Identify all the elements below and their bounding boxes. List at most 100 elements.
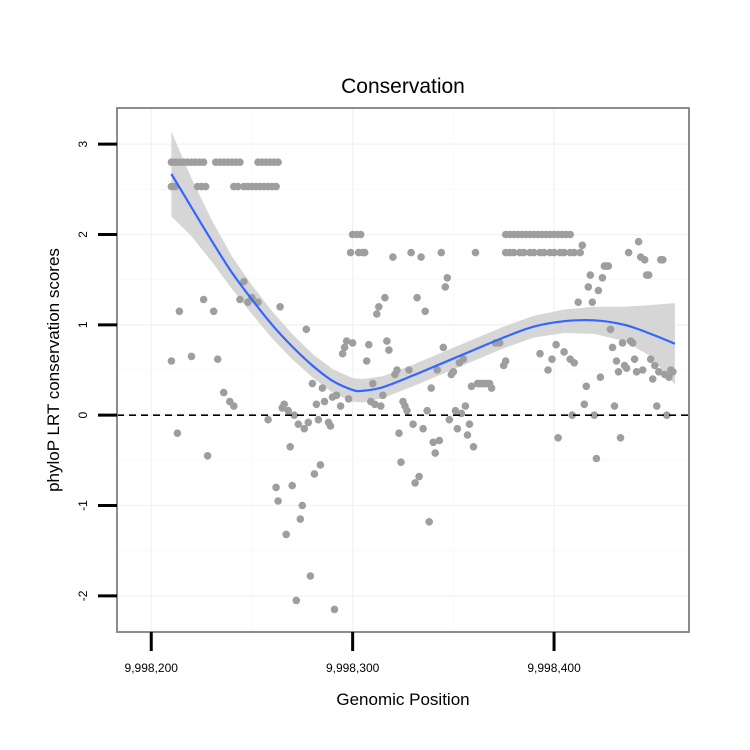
data-point [203, 452, 212, 460]
data-point [346, 248, 355, 257]
data-point [586, 271, 595, 279]
data-point [381, 293, 389, 302]
data-point [590, 411, 599, 420]
data-point [463, 431, 472, 439]
data-point [612, 357, 621, 365]
data-point [606, 325, 615, 334]
data-point [552, 340, 560, 349]
data-point [173, 429, 182, 438]
y-tick-label: -2 [76, 590, 90, 601]
data-point [310, 470, 319, 478]
data-point [371, 400, 379, 409]
data-point [423, 406, 432, 415]
data-point [393, 366, 401, 374]
data-point [443, 274, 452, 282]
data-point [234, 182, 242, 191]
x-tick-label: 9,998,300 [326, 661, 380, 675]
data-point [383, 337, 391, 345]
data-point [360, 248, 369, 257]
data-point [389, 253, 397, 261]
chart-title: Conservation [341, 75, 465, 98]
data-point [304, 418, 313, 427]
data-point [548, 355, 556, 364]
data-point [594, 286, 603, 295]
confidence-band [171, 131, 675, 403]
data-point [417, 253, 425, 261]
data-points [167, 158, 677, 614]
data-point [469, 443, 478, 451]
data-point [550, 248, 558, 257]
data-point [219, 388, 228, 397]
data-point [467, 382, 476, 391]
data-point [199, 158, 208, 166]
data-point [240, 277, 248, 286]
data-point [576, 248, 584, 257]
data-point [453, 424, 462, 433]
data-point [655, 368, 663, 376]
data-point [213, 355, 222, 364]
data-point [530, 248, 538, 257]
data-point [653, 402, 661, 410]
data-point [425, 518, 434, 526]
data-point [306, 572, 315, 580]
data-point [274, 158, 282, 166]
data-point [419, 424, 427, 433]
data-point [338, 349, 347, 358]
data-point [209, 307, 218, 316]
data-point [616, 434, 625, 442]
data-point [236, 158, 244, 166]
data-point [520, 248, 528, 257]
data-point [544, 366, 552, 374]
data-point [461, 402, 470, 410]
x-tick-label: 9,998,400 [527, 661, 581, 675]
data-point [340, 343, 349, 352]
data-point [560, 348, 568, 356]
y-axis-title: phyloP LRT conservation scores [44, 248, 63, 492]
data-point [596, 373, 605, 382]
data-point [413, 293, 421, 302]
data-point [669, 368, 677, 376]
data-point [330, 605, 339, 614]
data-point [429, 438, 438, 447]
data-point [554, 434, 562, 442]
data-point [471, 248, 480, 257]
data-point [465, 420, 474, 429]
data-point [628, 339, 637, 347]
data-point [375, 303, 383, 311]
data-point [449, 368, 458, 376]
data-point [665, 373, 673, 382]
data-point [286, 443, 295, 451]
data-point [318, 384, 327, 392]
data-point [640, 255, 649, 264]
data-point [356, 230, 365, 239]
smooth-line [170, 173, 676, 393]
data-point [344, 395, 353, 403]
data-point [614, 368, 623, 376]
data-point [441, 283, 450, 291]
data-point [570, 248, 578, 257]
data-point [314, 415, 323, 424]
data-point [405, 366, 413, 374]
data-point [294, 420, 303, 429]
data-point [487, 384, 496, 392]
data-point [409, 420, 417, 429]
data-point [646, 355, 655, 364]
data-point [598, 274, 607, 282]
data-point [288, 481, 297, 490]
data-point [622, 364, 631, 373]
data-point [236, 295, 244, 304]
data-point [540, 248, 548, 257]
data-point [369, 379, 377, 388]
data-point [580, 400, 589, 409]
data-point [582, 382, 591, 391]
y-tick-label: 3 [76, 140, 90, 147]
data-point [634, 237, 643, 246]
data-point [588, 298, 597, 307]
data-point [199, 295, 208, 304]
data-point [332, 391, 341, 400]
data-point [395, 429, 403, 438]
data-point [536, 349, 544, 358]
data-point [624, 248, 633, 257]
data-point [373, 310, 381, 318]
